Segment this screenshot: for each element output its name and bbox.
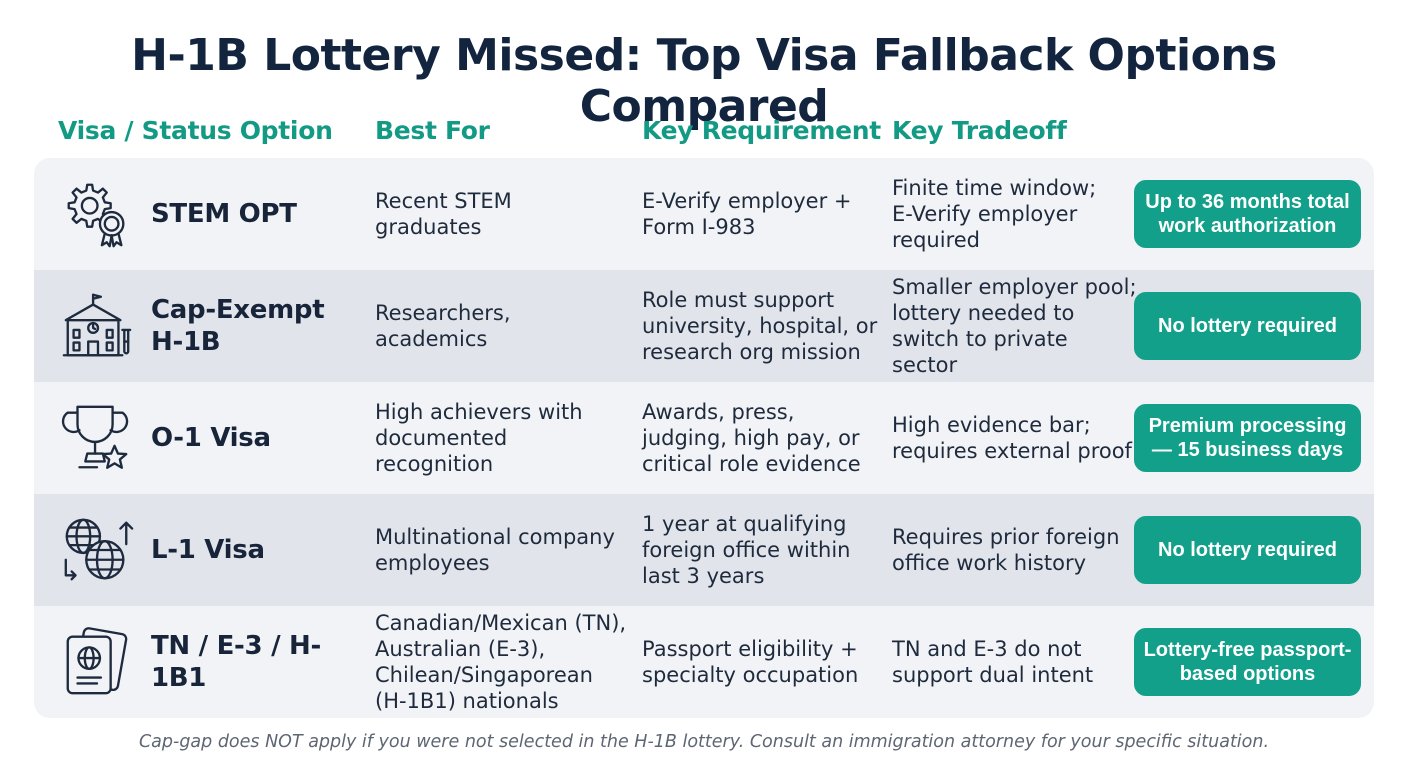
footnote: Cap-gap does NOT apply if you were not s… [138,732,1270,752]
table-row: TN / E-3 / H-1B1 Canadian/Mexican (TN), … [34,606,1374,718]
table-row: L-1 Visa Multinational company employees… [34,494,1374,606]
tradeoff-cell: Requires prior foreign office work histo… [892,524,1120,575]
highlight-badge: Lottery-free passport- based options [1134,628,1361,696]
best-for-cell: Researchers, academics [375,300,511,351]
best-for-cell: Multinational company employees [375,524,615,575]
tradeoff-cell: Finite time window; E-Verify employer re… [892,175,1097,253]
header-best-for: Best For [375,116,490,145]
option-name: TN / E-3 / H-1B1 [151,630,321,694]
requirement-cell: Awards, press, judging, high pay, or cri… [642,399,861,477]
highlight-badge: No lottery required [1134,516,1361,584]
option-name: Cap-Exempt H-1B [151,294,325,358]
requirement-cell: Passport eligibility + specialty occupat… [642,636,859,687]
table-row: Cap-Exempt H-1B Researchers, academics R… [34,270,1374,382]
header-requirement: Key Requirement [642,116,881,145]
column-headers: Visa / Status Option Best For Key Requir… [0,116,1408,152]
tradeoff-cell: Smaller employer pool; lottery needed to… [892,274,1137,378]
requirement-cell: 1 year at qualifying foreign office with… [642,511,851,589]
gear-award-icon [58,175,136,253]
option-name: O-1 Visa [151,422,271,453]
best-for-cell: High achievers with documented recogniti… [375,399,583,477]
highlight-badge: Premium processing — 15 business days [1134,404,1361,472]
table-row: O-1 Visa High achievers with documented … [34,382,1374,494]
comparison-table: STEM OPT Recent STEM graduates E-Verify … [34,158,1374,718]
trophy-star-icon [58,399,136,477]
option-name: STEM OPT [151,198,297,229]
tradeoff-cell: TN and E-3 do not support dual intent [892,636,1094,687]
table-row: STEM OPT Recent STEM graduates E-Verify … [34,158,1374,270]
highlight-badge: No lottery required [1134,292,1361,360]
header-option: Visa / Status Option [58,116,333,145]
header-tradeoff: Key Tradeoff [892,116,1067,145]
passport-icon [58,623,136,701]
best-for-cell: Canadian/Mexican (TN), Australian (E-3),… [375,610,627,714]
tradeoff-cell: High evidence bar; requires external pro… [892,412,1132,463]
requirement-cell: E-Verify employer + Form I-983 [642,188,852,239]
best-for-cell: Recent STEM graduates [375,188,512,239]
requirement-cell: Role must support university, hospital, … [642,287,878,365]
highlight-badge: Up to 36 months total work authorization [1134,180,1361,248]
page-title: H-1B Lottery Missed: Top Visa Fallback O… [131,30,1277,132]
option-name: L-1 Visa [151,534,265,565]
globes-transfer-icon [58,511,136,589]
university-lab-icon [58,287,136,365]
